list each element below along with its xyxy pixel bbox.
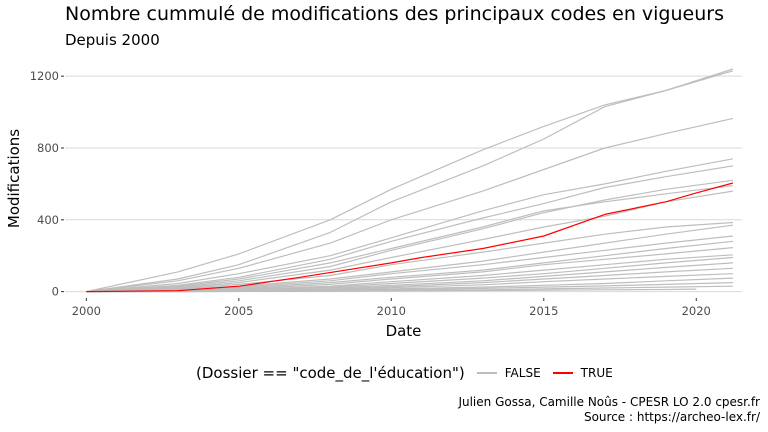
x-tick-label: 2020 — [682, 304, 711, 318]
caption-source: Source : https://archeo-lex.fr/ — [583, 410, 760, 424]
chart-subtitle: Depuis 2000 — [65, 31, 160, 49]
series-line-false — [86, 68, 734, 293]
legend-title: (Dossier == "code_de_l'éducation") — [196, 364, 465, 382]
caption-authors: Julien Gossa, Camille Noûs - CPESR LO 2.… — [458, 395, 760, 409]
chart-title: Nombre cummulé de modifications des prin… — [65, 3, 724, 25]
x-tick-label: 2005 — [224, 304, 253, 318]
series-line-false — [86, 185, 733, 293]
y-tick-label: 0 — [52, 285, 59, 299]
y-tick-label: 400 — [37, 213, 59, 227]
caption: Julien Gossa, Camille Noûs - CPESR LO 2.… — [458, 395, 760, 425]
series-line-false — [86, 190, 733, 293]
legend-key-false — [476, 372, 497, 374]
legend-label-true: TRUE — [580, 366, 613, 380]
x-tick-label: 2000 — [72, 304, 101, 318]
legend-key-true — [552, 372, 573, 374]
legend-item-true: TRUE — [552, 366, 613, 380]
series-line-false — [86, 165, 733, 293]
x-tick-label: 2010 — [377, 304, 406, 318]
series-line-false — [86, 288, 697, 293]
series-line-false — [86, 117, 734, 293]
series-line-false — [86, 70, 734, 293]
x-tick-label: 2015 — [529, 304, 558, 318]
y-tick-label: 800 — [37, 141, 59, 155]
y-axis-title: Modifications — [5, 129, 23, 228]
x-axis-title: Date — [386, 322, 422, 340]
series-line-false — [86, 158, 734, 293]
y-tick-label: 1200 — [30, 69, 59, 83]
legend-item-false: FALSE — [476, 366, 541, 380]
series-line-true — [86, 182, 734, 293]
series-line-false — [86, 179, 733, 293]
series-line-false — [86, 221, 733, 293]
legend: (Dossier == "code_de_l'éducation") FALSE… — [196, 363, 625, 383]
legend-label-false: FALSE — [504, 366, 541, 380]
